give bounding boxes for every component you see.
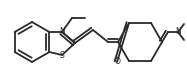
Text: N: N bbox=[175, 28, 181, 37]
Text: O: O bbox=[115, 57, 121, 67]
Text: S: S bbox=[60, 50, 64, 60]
Text: N: N bbox=[59, 28, 65, 37]
